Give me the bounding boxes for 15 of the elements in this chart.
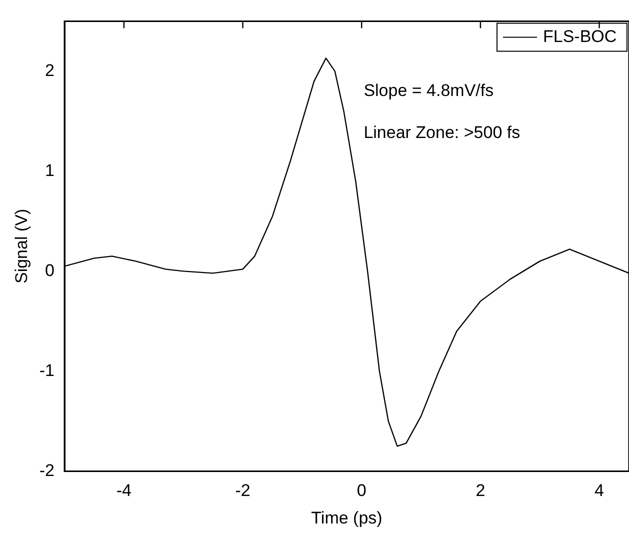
x-tick-label: 2 bbox=[476, 481, 486, 500]
y-tick-label: 2 bbox=[45, 60, 55, 80]
y-tick-label: -1 bbox=[39, 360, 55, 380]
x-tick-label: 0 bbox=[356, 481, 366, 500]
x-tick-label: -4 bbox=[116, 481, 132, 500]
y-tick-label: -2 bbox=[39, 460, 55, 480]
annotation: Slope = 4.8mV/fs bbox=[364, 80, 494, 100]
legend-label: FLS-BOC bbox=[543, 26, 617, 46]
x-axis-title: Time (ps) bbox=[311, 508, 382, 528]
x-tick-label: 4 bbox=[594, 481, 604, 500]
annotation: Linear Zone: >500 fs bbox=[364, 122, 520, 142]
y-tick-label: 0 bbox=[45, 260, 55, 280]
x-tick-label: -2 bbox=[235, 481, 250, 500]
y-tick-label: 1 bbox=[45, 160, 55, 180]
y-axis-title: Signal (V) bbox=[12, 208, 31, 284]
